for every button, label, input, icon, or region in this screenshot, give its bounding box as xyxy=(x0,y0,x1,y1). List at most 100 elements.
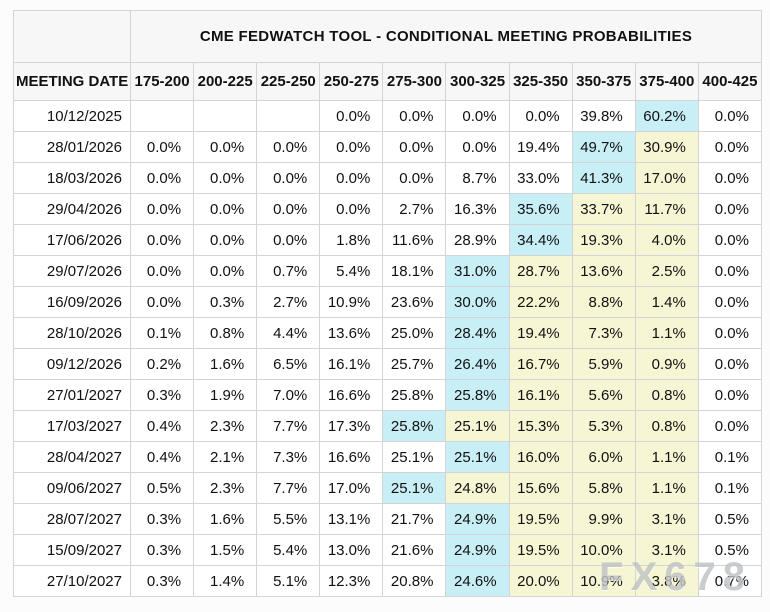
table-row: 17/06/2026 0.0% 0.0% 0.0% 1.8% 11.6% 28.9% 34.4… xyxy=(13,224,763,256)
probability-cell: 5.9% xyxy=(571,348,636,380)
probability-cell: 0.9% xyxy=(634,348,699,380)
probability-cell: 60.2% xyxy=(634,100,699,132)
probability-cell: 30.0% xyxy=(445,286,510,318)
probability-cell: 0.3% xyxy=(129,534,195,566)
probability-cell xyxy=(256,100,321,132)
probability-cell: 2.7% xyxy=(256,286,321,318)
probability-cell: 25.1% xyxy=(445,410,510,442)
probability-cell: 0.0% xyxy=(256,224,321,256)
meeting-date-cell: 17/03/2027 xyxy=(13,410,131,442)
probability-cell: 23.6% xyxy=(382,286,447,318)
probability-cell: 7.3% xyxy=(256,441,321,473)
probability-cell: 2.3% xyxy=(193,410,258,442)
table-row: 29/07/2026 0.0% 0.0% 0.7% 5.4% 18.1% 31.0% 28.7… xyxy=(13,255,763,287)
probability-cell: 6.0% xyxy=(571,441,636,473)
probability-cell: 0.1% xyxy=(129,317,195,349)
probability-cell: 1.4% xyxy=(634,286,699,318)
probability-cell: 0.0% xyxy=(697,100,763,132)
probability-cell: 0.8% xyxy=(634,410,699,442)
table-row: 29/04/2026 0.0% 0.0% 0.0% 0.0% 2.7% 16.3% 35.6%… xyxy=(13,193,763,225)
probability-cell: 0.7% xyxy=(697,565,763,597)
table-row: 18/03/2026 0.0% 0.0% 0.0% 0.0% 0.0% 8.7% 33.0% 4… xyxy=(13,162,763,194)
probability-cell: 5.4% xyxy=(256,534,321,566)
rate-range-column-header: 325-350 xyxy=(508,62,573,101)
table-row: 27/01/2027 0.3% 1.9% 7.0% 16.6% 25.8% 25.8% 16.… xyxy=(13,379,763,411)
probability-cell: 0.0% xyxy=(697,348,763,380)
table-row: 15/09/2027 0.3% 1.5% 5.4% 13.0% 21.6% 24.9% 19.… xyxy=(13,534,763,566)
probability-cell: 25.8% xyxy=(382,410,447,442)
probability-cell: 28.7% xyxy=(508,255,573,287)
table-row: 10/12/2025 0.0% 0.0% 0.0% 0.0% 39.8% 60.2% 0.0% xyxy=(13,100,763,132)
rate-range-column-header: 200-225 xyxy=(193,62,258,101)
probability-cell: 26.4% xyxy=(445,348,510,380)
probability-cell: 10.0% xyxy=(571,534,636,566)
probability-cell: 19.4% xyxy=(508,317,573,349)
probability-cell: 4.0% xyxy=(634,224,699,256)
probability-cell: 24.8% xyxy=(445,472,510,504)
probability-cell: 34.4% xyxy=(508,224,573,256)
probability-cell: 3.8% xyxy=(634,565,699,597)
probability-cell: 24.9% xyxy=(445,503,510,535)
probability-cell: 18.1% xyxy=(382,255,447,287)
meeting-date-cell: 09/12/2026 xyxy=(13,348,131,380)
meeting-date-cell: 17/06/2026 xyxy=(13,224,131,256)
probability-cell xyxy=(193,100,258,132)
meeting-date-cell: 28/07/2027 xyxy=(13,503,131,535)
probability-cell: 5.5% xyxy=(256,503,321,535)
probability-cell: 1.4% xyxy=(193,565,258,597)
probability-cell: 0.0% xyxy=(129,255,195,287)
probability-cell: 17.0% xyxy=(319,472,384,504)
probability-cell: 10.9% xyxy=(571,565,636,597)
corner-cell xyxy=(13,10,131,63)
probability-cell: 0.7% xyxy=(256,255,321,287)
probability-cell: 0.0% xyxy=(508,100,573,132)
probability-cell: 10.9% xyxy=(319,286,384,318)
probability-cell: 25.1% xyxy=(382,441,447,473)
probability-cell: 0.0% xyxy=(319,193,384,225)
probability-cell: 0.8% xyxy=(634,379,699,411)
probability-cell: 0.0% xyxy=(445,100,510,132)
probability-cell: 19.3% xyxy=(571,224,636,256)
probability-cell: 0.0% xyxy=(382,162,447,194)
probability-cell: 0.5% xyxy=(697,503,763,535)
probability-cell: 0.0% xyxy=(129,224,195,256)
probability-cell: 28.9% xyxy=(445,224,510,256)
table-row: 27/10/2027 0.3% 1.4% 5.1% 12.3% 20.8% 24.6% 20.… xyxy=(13,565,763,597)
probability-cell: 1.6% xyxy=(193,348,258,380)
probability-cell: 0.0% xyxy=(129,162,195,194)
meeting-date-cell: 29/07/2026 xyxy=(13,255,131,287)
rate-range-column-header: 225-250 xyxy=(256,62,321,101)
probability-cell: 25.8% xyxy=(445,379,510,411)
probability-cell: 5.1% xyxy=(256,565,321,597)
rate-range-column-header: 350-375 xyxy=(571,62,636,101)
probability-cell: 0.0% xyxy=(697,224,763,256)
probability-cell: 0.0% xyxy=(697,131,763,163)
probability-cell: 0.0% xyxy=(445,131,510,163)
probability-cell: 0.3% xyxy=(129,565,195,597)
probability-cell: 0.0% xyxy=(697,286,763,318)
probability-cell: 16.1% xyxy=(319,348,384,380)
probability-cell: 11.6% xyxy=(382,224,447,256)
probability-cell: 13.0% xyxy=(319,534,384,566)
probability-cell: 13.6% xyxy=(319,317,384,349)
probability-cell: 0.3% xyxy=(193,286,258,318)
probability-cell: 24.9% xyxy=(445,534,510,566)
probability-cell: 15.6% xyxy=(508,472,573,504)
meeting-date-cell: 27/01/2027 xyxy=(13,379,131,411)
table-body: 10/12/2025 0.0% 0.0% 0.0% 0.0% 39.8% 60.2% 0.0%… xyxy=(13,100,763,597)
probability-cell: 0.0% xyxy=(256,193,321,225)
probability-cell: 5.6% xyxy=(571,379,636,411)
fedwatch-probabilities-table: CME FEDWATCH TOOL - CONDITIONAL MEETING … xyxy=(13,10,763,597)
probability-cell: 0.0% xyxy=(256,131,321,163)
probability-cell: 16.0% xyxy=(508,441,573,473)
table-row: 28/01/2026 0.0% 0.0% 0.0% 0.0% 0.0% 0.0% 19.4% 4… xyxy=(13,131,763,163)
meeting-date-cell: 16/09/2026 xyxy=(13,286,131,318)
probability-cell: 21.7% xyxy=(382,503,447,535)
probability-cell: 0.4% xyxy=(129,410,195,442)
probability-cell: 28.4% xyxy=(445,317,510,349)
probability-cell: 33.7% xyxy=(571,193,636,225)
probability-cell: 31.0% xyxy=(445,255,510,287)
table-row: 09/12/2026 0.2% 1.6% 6.5% 16.1% 25.7% 26.4% 16.… xyxy=(13,348,763,380)
meeting-date-cell: 27/10/2027 xyxy=(13,565,131,597)
